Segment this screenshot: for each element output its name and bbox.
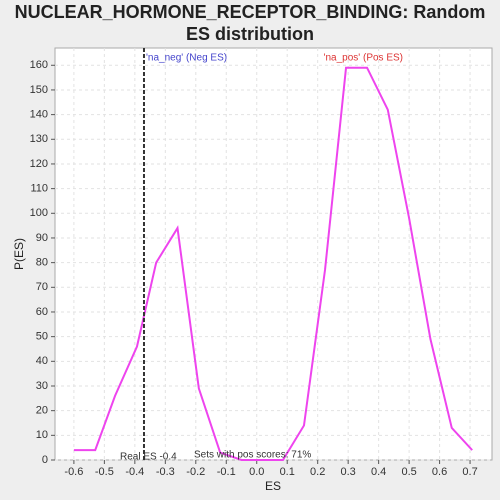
y-tick-label: 110 (30, 183, 48, 195)
y-tick-label: 30 (36, 380, 48, 392)
y-tick-label: 130 (30, 133, 48, 145)
x-tick-label: 0.6 (432, 466, 447, 478)
real-es-label: Real ES -0.4 (120, 452, 177, 463)
x-axis-label: ES (265, 479, 281, 493)
x-tick-label: 0.1 (280, 466, 295, 478)
y-tick-label: 120 (30, 158, 48, 170)
pos-label: 'na_pos' (Pos ES) (324, 53, 403, 64)
y-tick-label: 140 (30, 109, 48, 121)
y-tick-label: 90 (36, 232, 48, 244)
x-tick-label: -0.6 (64, 466, 83, 478)
chart-title: ES distribution (186, 24, 314, 44)
x-tick-label: 0.4 (371, 466, 386, 478)
x-tick-label: -0.3 (156, 466, 175, 478)
neg-label: 'na_neg' (Neg ES) (146, 53, 227, 64)
x-tick-label: 0.2 (310, 466, 325, 478)
y-tick-label: 150 (30, 84, 48, 96)
chart-title: NUCLEAR_HORMONE_RECEPTOR_BINDING: Random (15, 2, 486, 22)
y-tick-label: 60 (36, 306, 48, 318)
y-axis-label: P(ES) (12, 238, 26, 270)
pos-scores-label: Sets with pos scores: 71% (194, 450, 311, 461)
x-tick-label: 0.5 (401, 466, 416, 478)
y-tick-label: 160 (30, 59, 48, 71)
y-tick-label: 40 (36, 355, 48, 367)
y-tick-label: 10 (36, 429, 48, 441)
x-tick-label: -0.4 (125, 466, 144, 478)
y-tick-label: 50 (36, 331, 48, 343)
y-tick-label: 20 (36, 405, 48, 417)
y-tick-label: 100 (30, 207, 48, 219)
x-tick-label: 0.7 (462, 466, 477, 478)
x-tick-label: -0.5 (95, 466, 114, 478)
x-tick-label: 0.3 (341, 466, 356, 478)
y-tick-label: 0 (42, 454, 48, 466)
y-tick-label: 80 (36, 257, 48, 269)
x-tick-label: -0.2 (186, 466, 205, 478)
x-tick-label: 0.0 (249, 466, 264, 478)
x-tick-label: -0.1 (217, 466, 236, 478)
plot-area (54, 47, 493, 461)
y-tick-label: 70 (36, 281, 48, 293)
series-line (73, 66, 473, 461)
